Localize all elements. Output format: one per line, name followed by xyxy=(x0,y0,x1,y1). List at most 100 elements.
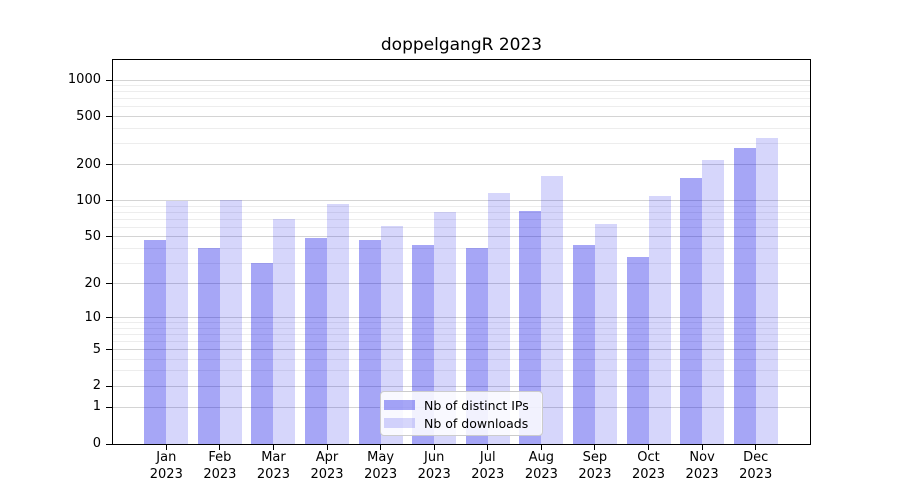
legend-swatch-downloads-icon xyxy=(384,418,415,428)
chart-title: doppelgangR 2023 xyxy=(380,35,543,55)
gridline-major xyxy=(113,164,810,166)
bar-ips-nov xyxy=(680,178,703,444)
x-tick-label: Jan 2023 xyxy=(149,450,183,482)
y-tick-mark xyxy=(106,443,112,445)
bar-ips-apr xyxy=(305,237,328,444)
bar-downloads-nov xyxy=(702,160,725,444)
x-tick-label: Jul 2023 xyxy=(471,450,505,482)
x-tick-mark xyxy=(594,445,596,450)
gridline-minor xyxy=(113,322,810,324)
x-tick-mark xyxy=(272,445,274,450)
bar-downloads-feb xyxy=(219,200,242,444)
y-tick-label: 2 xyxy=(92,378,101,394)
bar-downloads-jan xyxy=(166,200,189,444)
x-tick-mark xyxy=(165,445,167,450)
bar-downloads-mar xyxy=(273,219,296,444)
x-tick-label: Nov 2023 xyxy=(685,450,719,482)
gridline-minor xyxy=(113,85,810,87)
bar-ips-mar xyxy=(251,263,274,444)
y-tick-label: 500 xyxy=(76,108,101,124)
x-tick-label: Mar 2023 xyxy=(256,450,290,482)
gridline-major xyxy=(113,317,810,319)
bar-downloads-aug xyxy=(541,175,564,444)
x-tick-mark xyxy=(380,445,382,450)
gridline-minor xyxy=(113,106,810,108)
y-tick-label: 1000 xyxy=(67,72,101,88)
gridline-minor xyxy=(113,370,810,372)
x-tick-label: Aug 2023 xyxy=(524,450,558,482)
y-tick-label: 5 xyxy=(92,341,101,357)
y-tick-label: 100 xyxy=(76,192,101,208)
bar-downloads-may xyxy=(380,225,403,444)
gridline-minor xyxy=(113,91,810,93)
gridline-minor xyxy=(113,212,810,213)
gridline-major xyxy=(113,200,810,202)
bar-ips-dec xyxy=(733,148,756,444)
bar-ips-sep xyxy=(572,244,595,444)
gridline-minor xyxy=(113,127,810,129)
gridline-major xyxy=(113,283,810,285)
gridline-minor xyxy=(113,226,810,228)
bar-ips-oct xyxy=(626,256,649,444)
y-tick-mark xyxy=(106,349,112,351)
gridline-major xyxy=(113,116,810,117)
y-tick-mark xyxy=(106,236,112,238)
x-tick-label: Dec 2023 xyxy=(739,450,773,482)
gridline-minor xyxy=(113,340,810,342)
y-tick-label: 0 xyxy=(92,436,101,451)
legend-label-distinct-ips: Nb of distinct IPs xyxy=(424,397,529,413)
bar-ips-feb xyxy=(197,248,220,444)
y-tick-label: 200 xyxy=(76,156,101,172)
y-tick-mark xyxy=(106,385,112,387)
legend-item-downloads: Nb of downloads xyxy=(384,415,534,431)
x-tick-mark xyxy=(433,445,435,450)
gridline-minor xyxy=(113,247,810,249)
bar-ips-jan xyxy=(144,240,167,444)
bar-ips-may xyxy=(358,240,381,444)
bar-downloads-dec xyxy=(755,138,778,444)
gridline-minor xyxy=(113,327,810,329)
legend-item-distinct-ips: Nb of distinct IPs xyxy=(384,397,534,413)
y-tick-mark xyxy=(106,406,112,408)
y-tick-label: 10 xyxy=(84,309,101,325)
bar-downloads-oct xyxy=(648,195,671,444)
gridline-major xyxy=(113,349,810,351)
legend-label-downloads: Nb of downloads xyxy=(424,415,529,431)
x-tick-mark xyxy=(487,445,489,450)
legend: Nb of distinct IPs Nb of downloads xyxy=(380,391,543,436)
x-tick-mark xyxy=(540,445,542,450)
gridline-minor xyxy=(113,205,810,207)
plot-area xyxy=(112,59,811,445)
bar-downloads-jun xyxy=(434,211,457,444)
x-tick-label: Feb 2023 xyxy=(203,450,237,482)
x-tick-mark xyxy=(755,445,757,450)
bar-downloads-apr xyxy=(327,203,350,444)
gridline-minor xyxy=(113,218,810,220)
gridline-major xyxy=(113,236,810,238)
bar-downloads-jul xyxy=(487,192,510,444)
x-tick-mark xyxy=(326,445,328,450)
y-tick-mark xyxy=(106,116,112,117)
x-tick-label: Sep 2023 xyxy=(578,450,612,482)
x-tick-label: Jun 2023 xyxy=(417,450,451,482)
gridline-major xyxy=(113,385,810,387)
y-tick-mark xyxy=(106,164,112,166)
gridline-minor xyxy=(113,262,810,264)
gridline-minor xyxy=(113,358,810,360)
x-tick-label: Oct 2023 xyxy=(631,450,666,482)
gridline-major xyxy=(113,79,810,81)
legend-swatch-ips-icon xyxy=(384,400,415,410)
x-tick-mark xyxy=(701,445,703,450)
gridline-minor xyxy=(113,142,810,144)
y-tick-mark xyxy=(106,283,112,285)
y-tick-label: 1 xyxy=(92,399,101,415)
bar-ips-aug xyxy=(519,210,542,444)
x-tick-mark xyxy=(648,445,650,450)
x-tick-mark xyxy=(219,445,221,450)
gridline-minor xyxy=(113,333,810,335)
y-tick-label: 50 xyxy=(84,228,101,244)
bar-downloads-sep xyxy=(594,224,617,444)
y-tick-mark xyxy=(106,317,112,319)
x-tick-label: Apr 2023 xyxy=(310,450,344,482)
